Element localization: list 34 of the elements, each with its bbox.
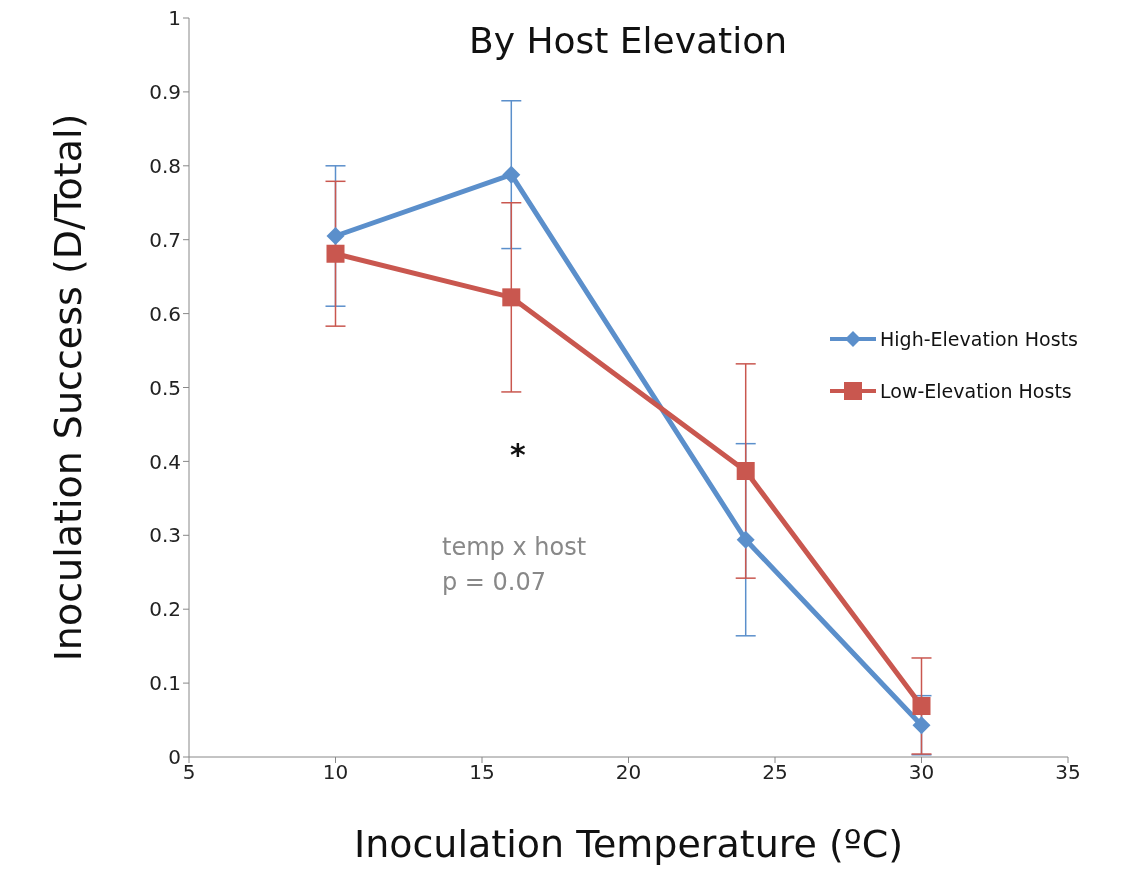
chart-title: By Host Elevation bbox=[467, 20, 789, 61]
x-tick-label: 30 bbox=[908, 760, 935, 785]
x-tick-label: 10 bbox=[322, 760, 349, 785]
point bbox=[736, 530, 755, 549]
legend-label: Low-Elevation Hosts bbox=[880, 380, 1072, 402]
y-tick-label: 0.9 bbox=[149, 80, 181, 104]
y-tick-label: 0.3 bbox=[149, 523, 181, 548]
point bbox=[912, 716, 931, 735]
point bbox=[736, 462, 755, 481]
x-tick-label: 5 bbox=[182, 760, 196, 785]
x-tick-label: 25 bbox=[762, 760, 788, 785]
y-tick-label: 0.5 bbox=[149, 375, 181, 400]
point bbox=[326, 244, 345, 263]
legend-label: High-Elevation Hosts bbox=[880, 328, 1078, 350]
y-tick-label: 0 bbox=[168, 745, 181, 770]
point bbox=[502, 288, 521, 307]
y-tick-label: 1 bbox=[168, 6, 181, 31]
x-axis-title: Inoculation Temperature (ºC) bbox=[353, 822, 904, 866]
x-tick-label: 15 bbox=[469, 760, 495, 785]
point bbox=[502, 165, 521, 184]
y-tick-label: 0.4 bbox=[149, 449, 181, 474]
point bbox=[326, 227, 345, 246]
annotation: temp x host bbox=[442, 533, 587, 561]
annotation: p = 0.07 bbox=[442, 568, 547, 596]
point bbox=[912, 697, 931, 716]
x-tick-label: 20 bbox=[615, 760, 642, 785]
y-axis-title: Inoculation Success (D/Total) bbox=[46, 113, 91, 662]
y-tick-label: 0.8 bbox=[149, 153, 181, 178]
y-tick-label: 0.7 bbox=[149, 227, 181, 252]
y-tick-label: 0.1 bbox=[149, 671, 181, 696]
y-tick-label: 0.2 bbox=[149, 597, 181, 622]
annotation: * bbox=[510, 437, 526, 472]
y-tick-label: 0.6 bbox=[149, 301, 181, 326]
x-tick-label: 35 bbox=[1055, 760, 1081, 785]
